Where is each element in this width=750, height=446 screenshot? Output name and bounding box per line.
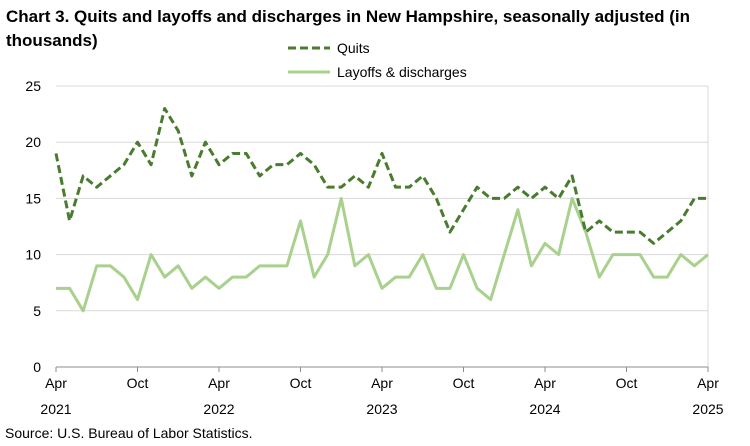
- legend-label: Layoffs & discharges: [337, 64, 467, 80]
- series-line-layoffs-discharges: [56, 196, 709, 313]
- y-tick-label: 15: [25, 190, 41, 206]
- x-tick-month: Apr: [697, 375, 719, 391]
- x-tick-month: Apr: [45, 375, 67, 391]
- gridlines: [56, 85, 709, 367]
- y-tick-label: 5: [33, 303, 41, 319]
- x-tick-year: 2024: [529, 401, 560, 417]
- x-tick-year: 2023: [366, 401, 397, 417]
- x-tick-month: Oct: [616, 375, 638, 391]
- x-tick-month: Oct: [127, 375, 149, 391]
- x-tick-month: Apr: [208, 375, 230, 391]
- y-tick-label: 25: [25, 78, 41, 94]
- legend: Quits Layoffs & discharges: [288, 40, 467, 80]
- chart-title: Chart 3. Quits and layoffs and discharge…: [6, 7, 690, 50]
- x-axis: Apr 2021 Oct Apr 2022 Oct Apr 2023 Oct Apr 2024 Oct…: [40, 366, 724, 417]
- series-line-quits: [54, 106, 708, 245]
- source-note: Source: U.S. Bureau of Labor Statistics.: [5, 425, 253, 441]
- x-tick-year: 2025: [692, 401, 723, 417]
- x-tick-month: Oct: [453, 375, 475, 391]
- x-tick-year: 2022: [203, 401, 234, 417]
- legend-label: Quits: [337, 40, 370, 56]
- y-axis-ticks: 0 5 10 15 20 25: [25, 78, 41, 375]
- x-tick-month: Oct: [290, 375, 312, 391]
- x-tick-year: 2021: [40, 401, 71, 417]
- y-tick-label: 20: [25, 134, 41, 150]
- x-tick-month: Apr: [534, 375, 556, 391]
- y-tick-label: 10: [25, 247, 41, 263]
- series-lines: [54, 106, 709, 313]
- x-tick-month: Apr: [371, 375, 393, 391]
- y-tick-label: 0: [33, 359, 41, 375]
